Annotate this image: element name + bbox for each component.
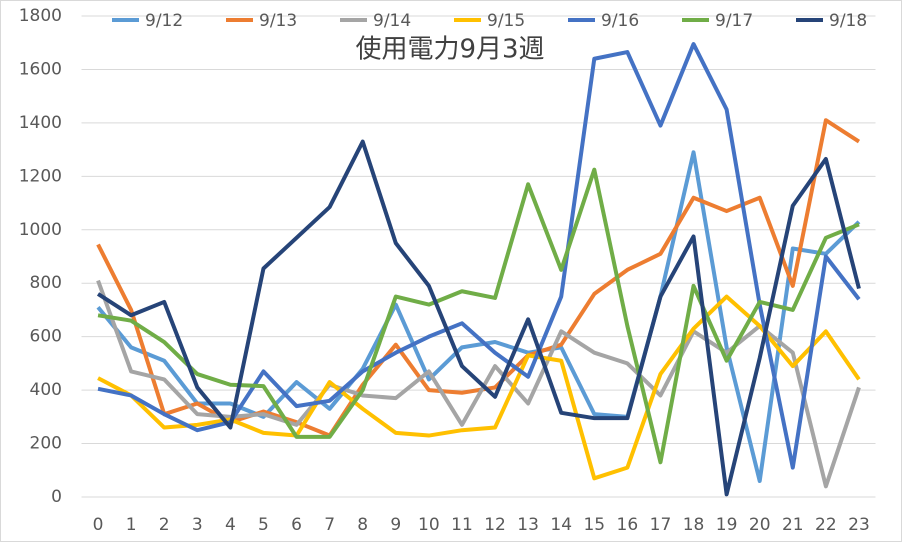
legend-label: 9/18	[829, 11, 867, 31]
series-line	[96, 139, 861, 497]
x-tick-label: 23	[848, 515, 870, 535]
x-tick-label: 15	[583, 515, 605, 535]
x-tick-label: 11	[451, 515, 473, 535]
x-tick-label: 8	[357, 515, 368, 535]
y-tick-label: 0	[51, 487, 62, 507]
x-tick-label: 18	[683, 515, 705, 535]
x-tick-label: 9	[390, 515, 401, 535]
x-tick-label: 1	[126, 515, 137, 535]
x-tick-label: 6	[291, 515, 302, 535]
x-tick-label: 0	[93, 515, 104, 535]
legend-label: 9/12	[145, 11, 183, 31]
y-tick-label: 800	[30, 273, 62, 293]
legend-label: 9/14	[373, 11, 411, 31]
x-tick-label: 2	[159, 515, 170, 535]
x-tick-label: 12	[484, 515, 506, 535]
x-tick-label: 20	[749, 515, 771, 535]
series-line	[96, 150, 861, 483]
y-tick-label: 1200	[19, 166, 62, 186]
y-tick-label: 1600	[19, 59, 62, 79]
x-tick-label: 10	[418, 515, 440, 535]
chart-title: 使用電力9月3週	[355, 35, 544, 65]
y-tick-label: 1800	[19, 6, 62, 26]
legend-label: 9/15	[487, 11, 525, 31]
legend-label: 9/17	[715, 11, 753, 31]
legend-label: 9/16	[601, 11, 639, 31]
x-tick-label: 21	[782, 515, 804, 535]
x-tick-label: 17	[650, 515, 672, 535]
x-tick-label: 13	[517, 515, 539, 535]
y-tick-label: 200	[30, 434, 62, 454]
series-line	[97, 167, 860, 465]
x-tick-label: 19	[716, 515, 738, 535]
legend-label: 9/13	[259, 11, 297, 31]
y-tick-label: 1400	[19, 113, 62, 133]
y-tick-label: 400	[30, 380, 62, 400]
x-tick-label: 16	[617, 515, 639, 535]
y-tick-label: 600	[30, 327, 62, 347]
x-tick-label: 4	[225, 515, 236, 535]
x-tick-label: 14	[550, 515, 572, 535]
y-tick-label: 1000	[19, 220, 62, 240]
x-tick-label: 7	[324, 515, 335, 535]
x-tick-label: 5	[258, 515, 269, 535]
x-tick-label: 22	[815, 515, 837, 535]
x-tick-label: 3	[192, 515, 203, 535]
